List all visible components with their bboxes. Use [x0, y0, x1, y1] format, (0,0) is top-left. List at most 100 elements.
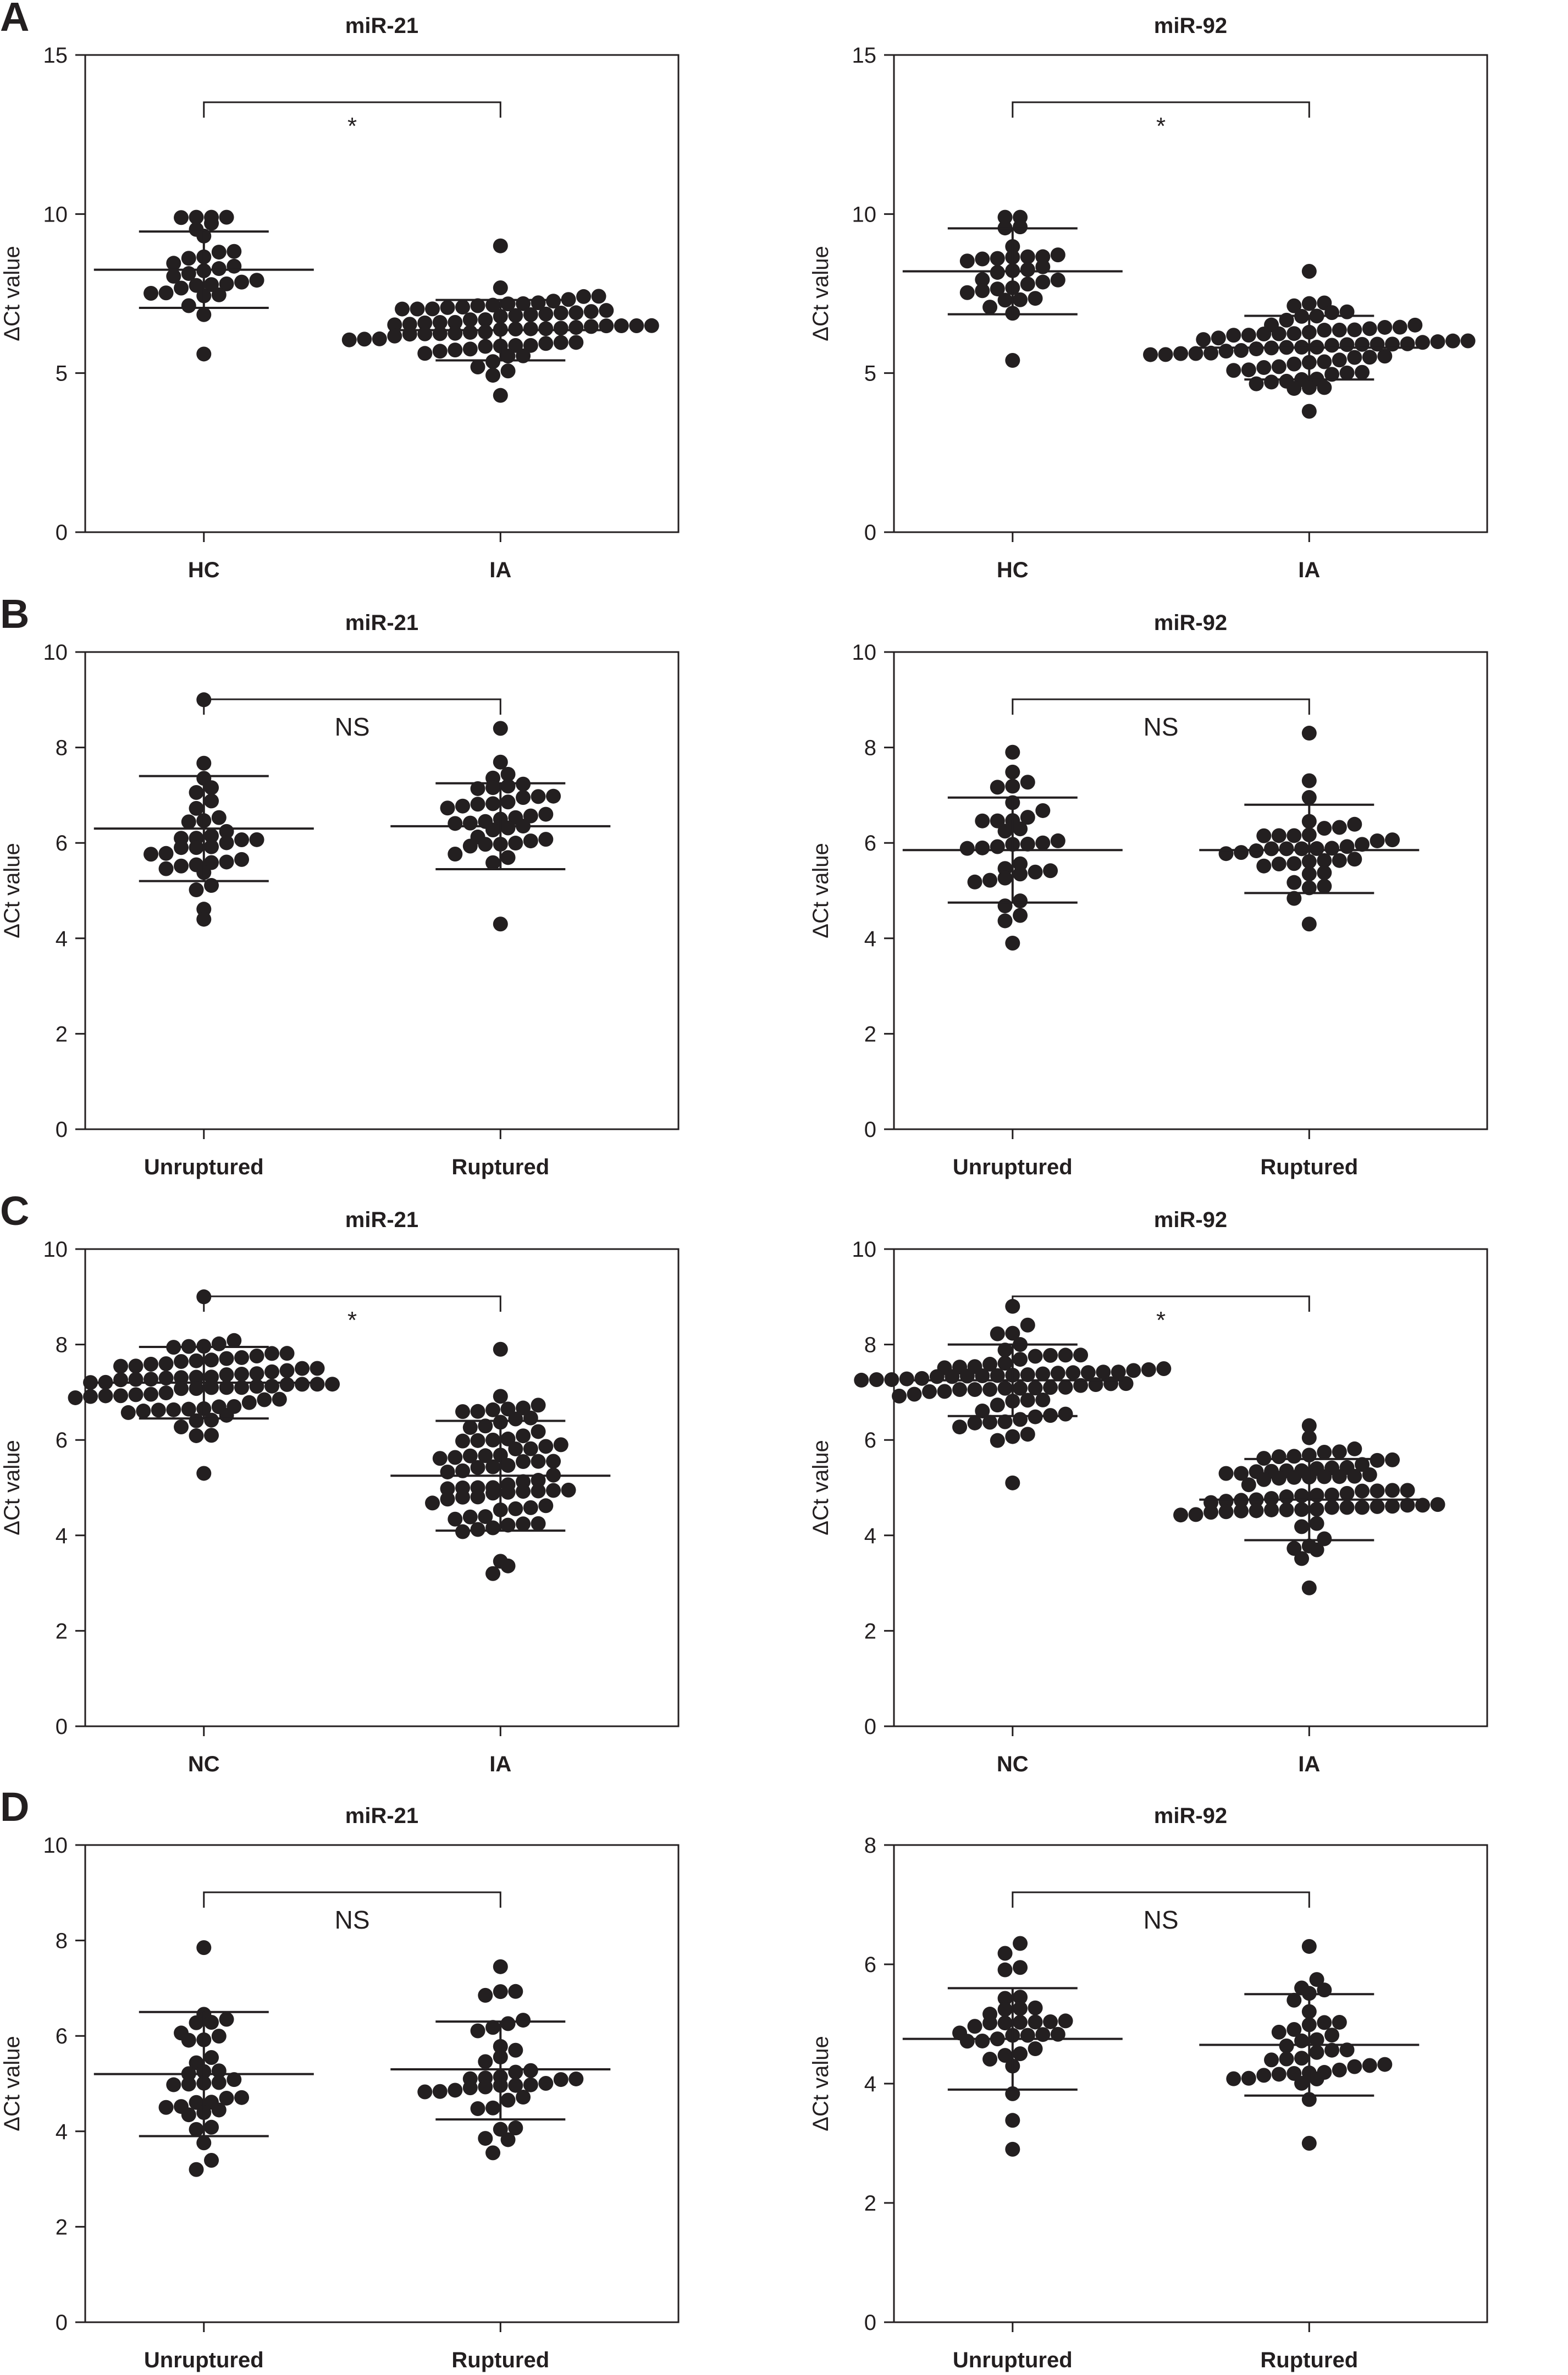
y-axis-label: ΔCt value: [809, 246, 833, 341]
data-point: [1355, 837, 1370, 852]
data-point: [174, 280, 189, 296]
data-point: [523, 2063, 538, 2078]
data-point: [1415, 1498, 1431, 1513]
data-point: [1013, 2046, 1028, 2062]
data-point: [204, 2050, 219, 2065]
data-point: [538, 336, 554, 351]
data-point: [189, 785, 204, 800]
data-point: [462, 1509, 478, 1525]
data-point: [1309, 1542, 1324, 1557]
data-point: [128, 1372, 143, 1387]
data-point: [1013, 1936, 1028, 1951]
data-point: [341, 332, 357, 347]
data-point: [1173, 1507, 1189, 1523]
data-point: [1294, 2033, 1310, 2048]
data-point: [997, 1946, 1013, 1961]
data-point: [583, 304, 599, 319]
data-point: [432, 344, 448, 359]
data-point: [478, 2079, 493, 2095]
y-tick-label: 0: [56, 2311, 68, 2335]
data-point: [1317, 821, 1332, 836]
data-point: [432, 2084, 448, 2099]
data-point: [1043, 2014, 1058, 2029]
data-point: [174, 1354, 189, 1369]
data-point: [493, 388, 508, 403]
data-point: [395, 301, 410, 317]
data-point: [1309, 1501, 1324, 1517]
y-tick-label: 8: [56, 1333, 68, 1357]
data-point: [1035, 274, 1051, 290]
data-point: [967, 1382, 982, 1397]
significance-label: NS: [1144, 712, 1179, 741]
data-point: [1301, 790, 1317, 805]
y-tick-label: 0: [56, 521, 68, 545]
data-point: [546, 1483, 561, 1498]
plot-frame: [84, 1248, 680, 1727]
data-point: [485, 1520, 501, 1536]
data-point: [462, 815, 478, 831]
data-point: [1141, 1362, 1156, 1377]
data-point: [279, 1377, 295, 1392]
data-point: [1339, 304, 1355, 319]
x-tick-label: Ruptured: [1260, 2348, 1358, 2372]
significance-bracket: [1012, 101, 1310, 118]
x-tick-label: NC: [997, 1752, 1029, 1776]
data-point: [1339, 1485, 1355, 1501]
x-tick-label: IA: [489, 558, 511, 582]
data-point: [1287, 1992, 1302, 2008]
data-point: [1241, 328, 1256, 343]
data-point: [1460, 333, 1476, 349]
data-point: [493, 1959, 508, 1974]
data-point: [417, 2084, 433, 2100]
data-point: [181, 2107, 196, 2123]
x-tick-label: HC: [997, 558, 1029, 582]
data-point: [1294, 2051, 1310, 2066]
chart-title: miR-21: [345, 1208, 418, 1232]
data-point: [1347, 1441, 1362, 1456]
data-point: [1287, 298, 1302, 313]
data-point: [523, 833, 538, 849]
data-point: [982, 300, 998, 315]
data-point: [249, 1348, 264, 1363]
data-point: [500, 1517, 516, 1533]
data-point: [181, 251, 196, 266]
data-point: [204, 1380, 219, 1395]
data-point: [854, 1372, 869, 1388]
data-point: [500, 766, 516, 782]
data-point: [1445, 333, 1461, 349]
data-point: [478, 1418, 493, 1434]
data-point: [1370, 1452, 1385, 1468]
data-point: [997, 1962, 1013, 1978]
data-point: [553, 321, 568, 336]
data-point: [1324, 2042, 1340, 2058]
data-point: [500, 1484, 516, 1500]
data-point: [546, 294, 561, 309]
data-point: [914, 1371, 930, 1386]
data-point: [485, 1566, 501, 1581]
data-point: [1309, 1972, 1324, 1987]
y-axis-label: ΔCt value: [0, 246, 24, 341]
data-point: [997, 1380, 1013, 1396]
data-point: [196, 912, 212, 927]
data-point: [448, 314, 463, 330]
data-point: [1377, 349, 1393, 364]
y-tick-label: 0: [864, 2311, 876, 2335]
data-point: [937, 1384, 952, 1399]
data-point: [538, 321, 554, 336]
data-point: [1028, 2000, 1043, 2015]
data-point: [181, 814, 196, 830]
data-point: [929, 1369, 945, 1384]
x-tick-label: Ruptured: [1260, 1155, 1358, 1179]
data-point: [462, 838, 478, 854]
data-point: [516, 2090, 531, 2105]
data-point: [1430, 334, 1445, 350]
data-point: [959, 841, 975, 856]
data-point: [1294, 2075, 1310, 2091]
data-point: [158, 1356, 174, 1372]
data-point: [485, 796, 501, 811]
data-point: [410, 301, 425, 317]
data-point: [448, 816, 463, 831]
data-point: [1028, 291, 1043, 306]
data-point: [500, 2016, 516, 2031]
data-point: [997, 2002, 1013, 2017]
